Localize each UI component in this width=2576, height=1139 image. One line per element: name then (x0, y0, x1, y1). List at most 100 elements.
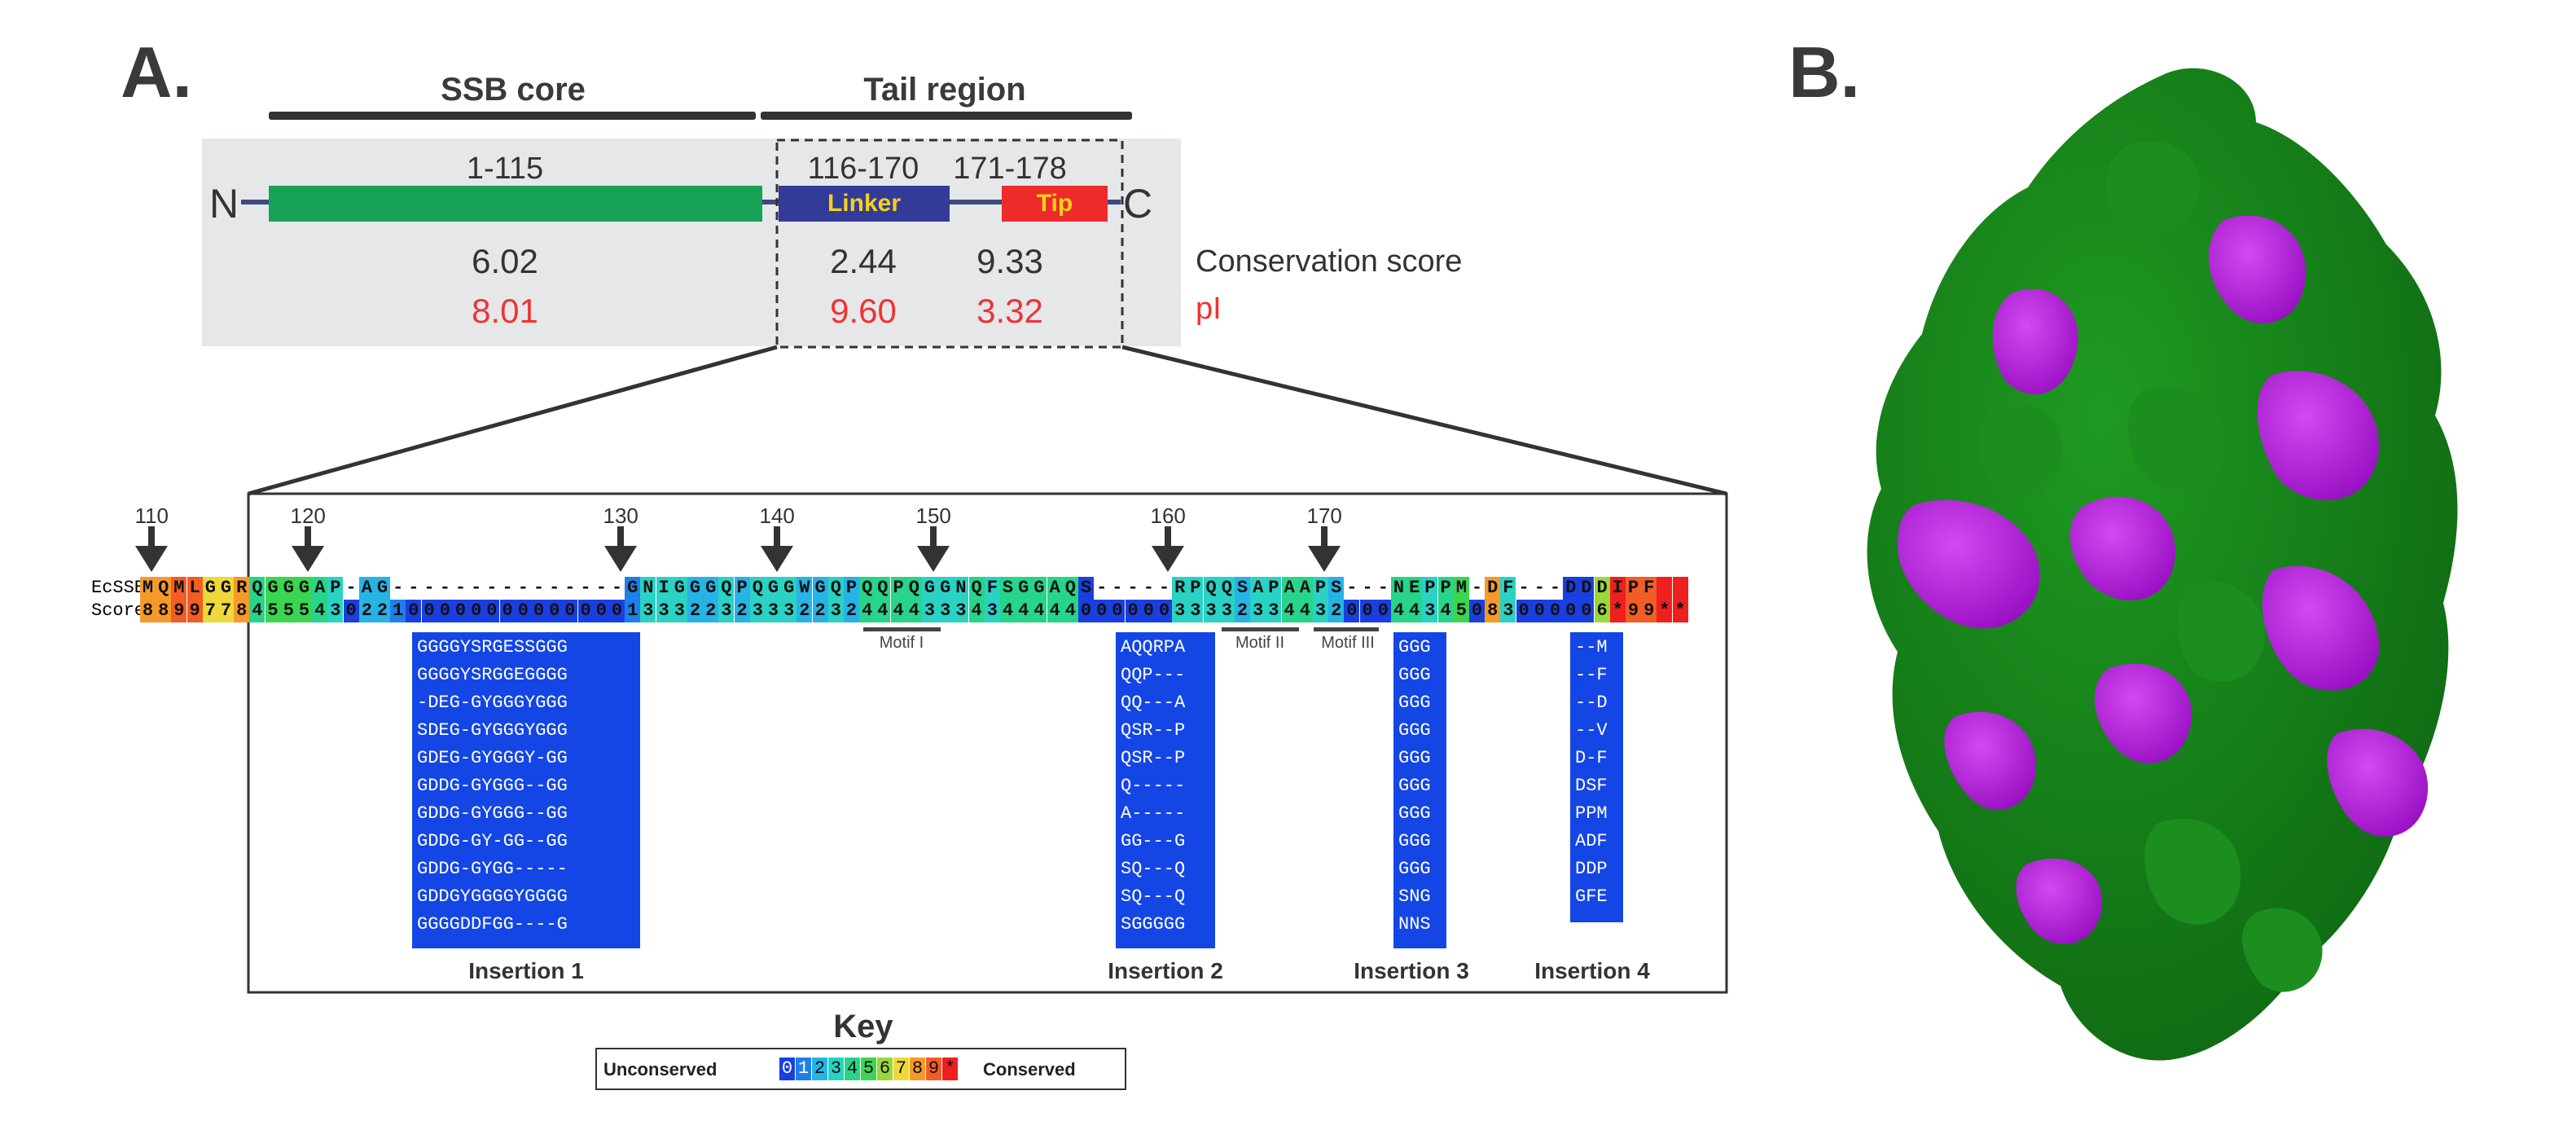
sequence-residue: P (1422, 577, 1438, 600)
sequence-residue: - (453, 577, 468, 600)
sequence-residue: G (202, 577, 218, 600)
green-lobe (1979, 402, 2062, 495)
ssb-surface-structure (1867, 68, 2458, 1061)
sequence-residue: A (1281, 577, 1297, 600)
sequence-residue: P (1187, 577, 1204, 600)
sequence-residue: D (1578, 577, 1595, 600)
sequence-residue: - (1125, 577, 1141, 600)
score-digit: 0 (1109, 600, 1126, 622)
motif-1-bar (863, 627, 941, 631)
score-digit: 2 (687, 600, 703, 622)
sequence-residue: - (1547, 577, 1563, 600)
motif-1-label: Motif I (879, 634, 924, 652)
sequence-residue: P (327, 577, 344, 600)
score-digit: 0 (484, 600, 500, 622)
tail-region-header: Tail region (863, 72, 1026, 108)
sequence-residue: F (1641, 577, 1657, 600)
sequence-residue: Q (906, 577, 922, 600)
score-digit: 4 (875, 600, 891, 622)
green-lobe (2106, 141, 2201, 234)
insertion-sequence-line: GGGGDDFGG----G (417, 914, 568, 935)
insertion-sequence-line: GGG (1398, 803, 1431, 824)
sequence-residue: G (766, 577, 781, 600)
sequence-residue: A (1250, 577, 1266, 600)
zoom-line-left (248, 345, 778, 496)
score-digit: 0 (1516, 600, 1532, 622)
tip-conservation: 9.33 (976, 242, 1043, 280)
sequence-residue: D (1485, 577, 1501, 600)
score-row-label: Score (91, 600, 146, 621)
position-arrow (1308, 526, 1341, 572)
tip-pi: 3.32 (976, 292, 1043, 330)
core-range: 1-115 (466, 152, 544, 186)
sequence-residue: G (703, 577, 719, 600)
score-digit: 0 (1531, 600, 1547, 622)
sequence-residue (1657, 577, 1673, 600)
score-digit: 3 (922, 600, 937, 622)
insertion-sequence-line: SNG (1398, 886, 1431, 907)
sequence-residue: P (1266, 577, 1282, 600)
green-lobe (2128, 386, 2225, 493)
sequence-residue: - (531, 577, 546, 600)
insertion-sequence-line: GFE (1575, 886, 1608, 907)
sequence-residue: N (953, 577, 969, 600)
score-digit: 8 (234, 600, 250, 622)
sequence-residue: R (1172, 577, 1188, 600)
score-digit: 0 (453, 600, 468, 622)
sequence-residue: - (406, 577, 422, 600)
insertion-sequence-line: GGG (1398, 665, 1431, 685)
tip-domain: Tip (1002, 186, 1108, 222)
score-digit: 6 (1594, 600, 1610, 622)
ecssb-row-label: EcSSB (91, 578, 146, 598)
score-digit: 4 (249, 600, 265, 622)
score-digit: 3 (827, 600, 844, 622)
score-digit: * (1672, 600, 1688, 622)
sequence-residue: - (609, 577, 625, 600)
score-digit: 4 (1406, 600, 1423, 622)
score-digit: 9 (1641, 600, 1657, 622)
insertion-sequence-line: SDEG-GYGGGYGGG (417, 720, 568, 741)
key-digit-cell: 6 (877, 1058, 893, 1080)
purple-patch (2327, 728, 2429, 837)
domain-map-background (202, 139, 1181, 346)
insertion-4-label: Insertion 4 (1534, 958, 1650, 983)
position-number: 150 (915, 504, 951, 528)
sequence-residue: - (343, 577, 359, 600)
score-digit: 3 (1266, 600, 1282, 622)
sequence-residue: G (1031, 577, 1047, 600)
score-digit: 1 (390, 600, 406, 622)
sequence-residue: Q (968, 577, 985, 600)
panel-a-letter: A. (121, 32, 192, 112)
sequence-residue: Q (249, 577, 265, 600)
insertion-sequence-line: GGG (1398, 859, 1431, 879)
sequence-residue: M (140, 577, 156, 600)
score-digit: 9 (187, 600, 203, 622)
tail-dashed-box (775, 139, 1124, 349)
sequence-residue: D (1563, 577, 1579, 600)
score-digit: 4 (968, 600, 985, 622)
purple-patch (1944, 711, 2036, 811)
key-title: Key (833, 1009, 893, 1044)
insertion-sequence-line: GGGGYSRGESSGGG (417, 637, 568, 657)
green-lobe (2144, 818, 2241, 925)
sequence-residue: Q (156, 577, 172, 600)
sequence-residue: - (1344, 577, 1360, 600)
insertion-2-block: AQQRPA QQP--- QQ---A QSR--P QSR--P Q----- A---… (1116, 632, 1215, 948)
score-digit: 9 (1626, 600, 1641, 622)
motif-3-label: Motif III (1321, 634, 1375, 652)
score-digit: 3 (656, 600, 672, 622)
insertion-sequence-line: --M (1575, 637, 1608, 657)
linker-pi: 9.60 (830, 292, 897, 330)
score-digit: 3 (937, 600, 954, 622)
purple-patch (2262, 565, 2380, 691)
insertion-sequence-line: Q----- (1121, 776, 1186, 796)
score-digit: 4 (1047, 600, 1063, 622)
score-digit: 2 (844, 600, 859, 622)
insertion-sequence-line: --F (1575, 665, 1608, 685)
score-digit: 8 (140, 600, 156, 622)
sequence-residue: L (187, 577, 203, 600)
key-digit-cell: 4 (845, 1058, 860, 1080)
sequence-residue: R (234, 577, 250, 600)
score-digit: 0 (1125, 600, 1141, 622)
insertion-4-block: --M --F --D --V D-F DSF PPM ADF DDP GFE (1570, 632, 1623, 922)
